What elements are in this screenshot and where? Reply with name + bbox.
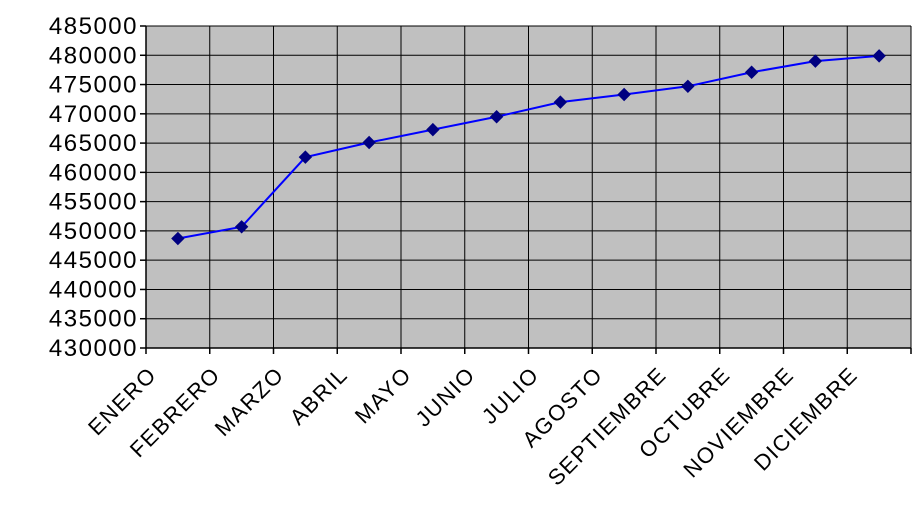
data-point-marker <box>744 65 759 79</box>
data-point-marker <box>234 220 249 234</box>
gridlines <box>145 25 912 349</box>
x-tick-label: ABRIL <box>285 362 353 430</box>
data-point-marker <box>872 49 886 63</box>
y-tick-label: 465000 <box>49 130 138 157</box>
series-group <box>171 49 886 246</box>
data-point-marker <box>617 87 631 102</box>
y-tick-label: 435000 <box>49 306 138 333</box>
y-tick-label: 445000 <box>49 247 138 274</box>
x-tick-label: NOVIEMBRE <box>678 362 799 483</box>
x-tick-label: MAYO <box>350 362 417 429</box>
x-tick-label: JUNIO <box>411 362 481 432</box>
y-tick-label: 450000 <box>49 218 138 245</box>
y-tick-label: 460000 <box>49 159 138 186</box>
y-tick-label: 470000 <box>49 101 138 128</box>
y-tick-label: 485000 <box>49 13 138 40</box>
series-line <box>177 54 880 240</box>
data-point-marker <box>426 122 440 137</box>
data-point-marker <box>681 79 695 94</box>
x-axis-ticks: ENEROFEBREROMARZOABRILMAYOJUNIOJULIOAGOS… <box>83 348 912 490</box>
data-point-marker <box>298 150 313 164</box>
data-point-marker <box>808 54 823 68</box>
data-point-marker <box>553 95 568 109</box>
y-tick-label: 455000 <box>49 189 138 216</box>
y-tick-label: 480000 <box>49 42 138 69</box>
y-tick-label: 475000 <box>49 72 138 99</box>
data-point-marker <box>489 110 504 124</box>
x-tick-label: MARZO <box>210 362 289 441</box>
y-tick-label: 430000 <box>49 335 138 362</box>
data-point-marker <box>362 135 376 150</box>
y-tick-label: 440000 <box>49 276 138 303</box>
data-point-marker <box>171 231 185 246</box>
